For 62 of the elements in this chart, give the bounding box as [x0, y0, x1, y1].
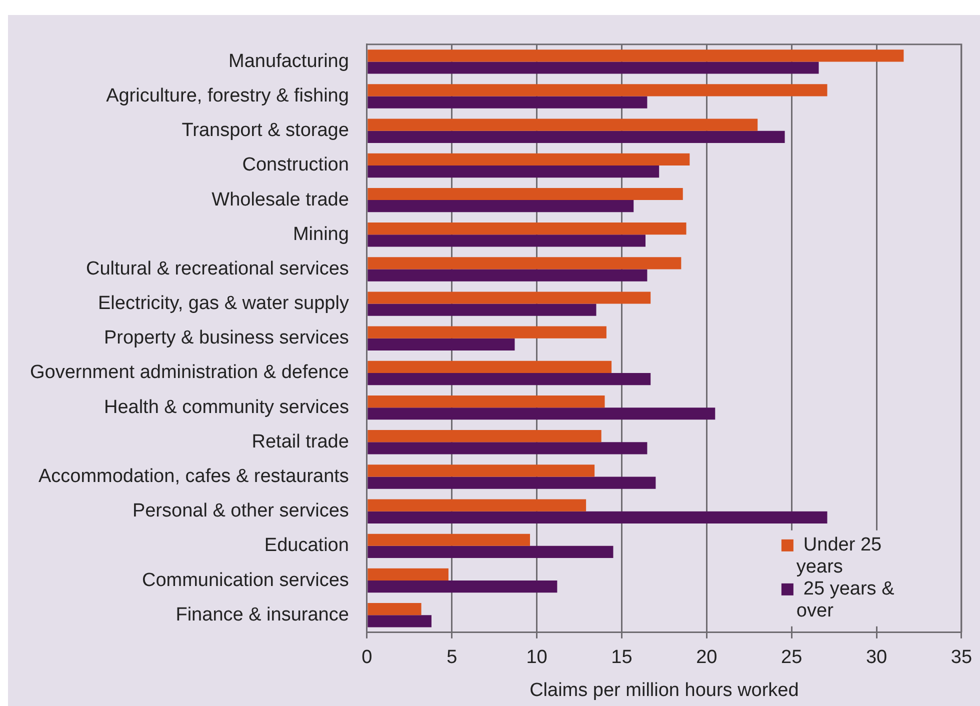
bar: [368, 568, 448, 581]
y-tick-label: Cultural & recreational services: [86, 258, 349, 280]
bar: [368, 464, 595, 477]
bar: [368, 534, 530, 546]
bar: [368, 188, 683, 200]
bar: [368, 96, 648, 108]
bar: [368, 395, 605, 408]
legend-label: Under 25 years: [796, 534, 882, 578]
bar: [368, 511, 828, 524]
x-tick-label: 15: [611, 647, 632, 668]
y-tick-label: Education: [264, 535, 349, 556]
y-tick-label: Electricity, gas & water supply: [98, 293, 350, 314]
bar: [368, 292, 651, 304]
y-tick-label: Accommodation, cafes & restaurants: [38, 466, 349, 487]
bar: [368, 118, 758, 131]
y-tick-label: Government administration & defence: [30, 362, 349, 384]
bar: [368, 408, 716, 420]
bar: [368, 130, 785, 143]
x-tick-label: 35: [950, 647, 972, 668]
x-tick-label: 5: [446, 647, 458, 668]
y-tick-label: Health & community services: [104, 396, 349, 418]
bar: [368, 442, 648, 454]
x-tick-label: 0: [362, 647, 372, 668]
y-tick-label: Finance & insurance: [176, 604, 349, 626]
bar: [368, 62, 819, 74]
y-tick-label: Property & business services: [104, 328, 349, 349]
bar: [368, 84, 828, 96]
bar: [368, 257, 682, 270]
bar: [368, 234, 646, 247]
bar: [368, 430, 602, 442]
bar: [368, 326, 606, 338]
y-tick-label: Agriculture, forestry & fishing: [106, 86, 349, 107]
bar: [368, 50, 904, 62]
bar: [368, 499, 586, 512]
bar: [368, 338, 515, 351]
legend-label: 25 years & over: [796, 578, 895, 622]
bar: [368, 360, 612, 373]
bar: [368, 200, 634, 212]
bar: [368, 222, 686, 235]
x-tick-label: 30: [866, 647, 888, 668]
bar: [368, 304, 596, 316]
x-tick-label: 10: [526, 647, 548, 668]
y-tick-label: Communication services: [142, 570, 349, 591]
bar: [368, 546, 614, 558]
y-tick-label: Transport & storage: [182, 120, 349, 142]
x-tick-label: 20: [696, 647, 718, 668]
bar: [368, 615, 432, 628]
y-tick-label: Construction: [242, 154, 349, 176]
y-tick-label: Personal & other services: [132, 500, 349, 522]
bar: [368, 603, 422, 616]
x-axis-title: Claims per million hours worked: [530, 680, 799, 701]
y-tick-label: Mining: [292, 224, 349, 245]
bar: [368, 269, 648, 282]
bar: [368, 165, 660, 178]
y-tick-label: Retail trade: [252, 431, 349, 452]
bar: [368, 580, 558, 593]
bar: [368, 153, 690, 166]
bar: [368, 476, 656, 489]
y-tick-label: Manufacturing: [228, 50, 349, 72]
y-tick-label: Wholesale trade: [212, 189, 349, 210]
x-tick-label: 25: [781, 647, 802, 668]
bar: [368, 372, 651, 386]
